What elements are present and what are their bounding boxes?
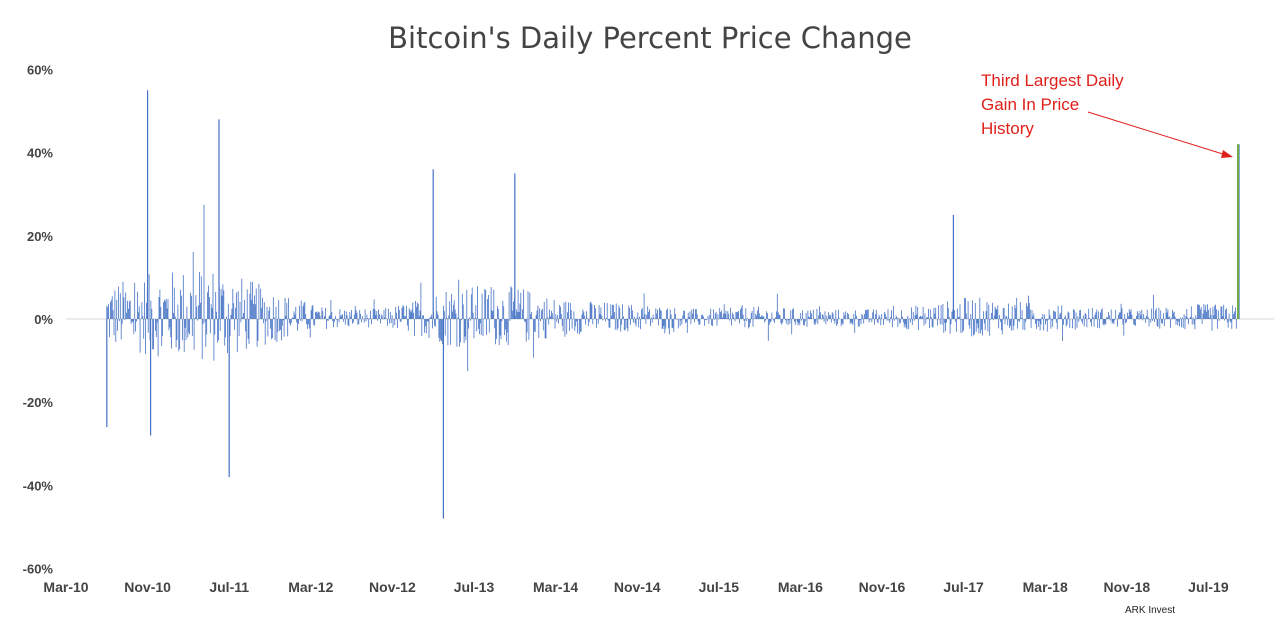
chart-title: Bitcoin's Daily Percent Price Change: [388, 21, 912, 55]
y-tick-label: 40%: [27, 146, 53, 161]
x-tick-label: Mar-10: [43, 579, 88, 595]
bar-series: [106, 90, 1240, 519]
x-tick-label: Jul-13: [454, 579, 495, 595]
y-tick-label: 60%: [27, 62, 53, 77]
annotation-arrowhead: [1221, 150, 1233, 158]
annotation-line-1: Third Largest Daily: [981, 71, 1124, 90]
x-tick-label: Jul-11: [209, 579, 249, 595]
y-tick-label: -40%: [23, 478, 54, 493]
y-tick-label: 0%: [34, 312, 53, 327]
annotation-line-2: Gain In Price: [981, 95, 1079, 114]
x-tick-label: Mar-16: [778, 579, 823, 595]
x-tick-label: Jul-19: [1188, 579, 1229, 595]
y-tick-label: -20%: [23, 395, 54, 410]
x-tick-label: Nov-16: [859, 579, 906, 595]
x-tick-label: Jul-17: [943, 579, 984, 595]
y-tick-label: 20%: [27, 229, 53, 244]
source-credit: ARK Invest: [1125, 605, 1175, 616]
x-tick-label: Jul-15: [699, 579, 740, 595]
x-tick-label: Nov-10: [124, 579, 171, 595]
x-tick-label: Nov-14: [614, 579, 661, 595]
annotation-line-3: History: [981, 119, 1034, 138]
x-tick-label: Mar-14: [533, 579, 578, 595]
y-tick-label: -60%: [23, 562, 54, 577]
x-tick-label: Mar-12: [288, 579, 333, 595]
y-axis-ticks: 60% 40% 20% 0% -20% -40% -60%: [23, 62, 54, 576]
x-tick-label: Mar-18: [1023, 579, 1068, 595]
annotation: Third Largest Daily Gain In Price Histor…: [981, 71, 1233, 158]
annotation-arrow: [1087, 111, 1227, 156]
x-tick-label: Nov-18: [1103, 579, 1150, 595]
x-tick-label: Nov-12: [369, 579, 416, 595]
x-axis-ticks: Mar-10 Nov-10 Jul-11 Mar-12 Nov-12 Jul-13 Mar-…: [43, 579, 1228, 595]
